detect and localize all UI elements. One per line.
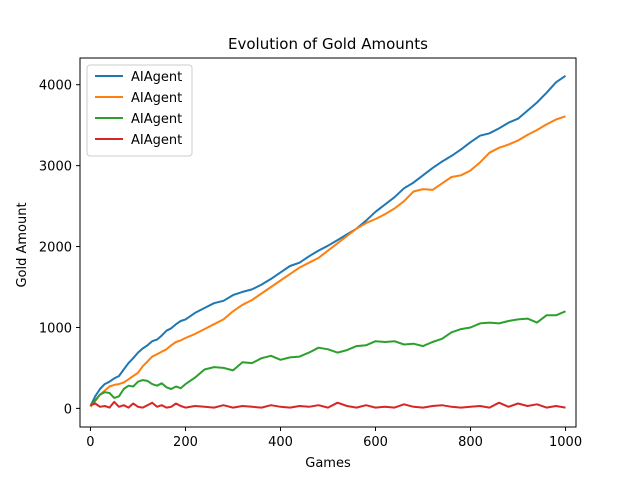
x-tick-label: 400 (268, 435, 293, 450)
x-tick-label: 0 (86, 435, 94, 450)
x-tick-label: 600 (363, 435, 388, 450)
legend-label: AIAgent (131, 112, 182, 127)
x-tick-label: 1000 (549, 435, 582, 450)
y-tick-label: 0 (64, 402, 72, 417)
chart-title: Evolution of Gold Amounts (228, 35, 428, 53)
legend-label: AIAgent (131, 133, 182, 148)
x-tick-label: 800 (458, 435, 483, 450)
series-line-2 (91, 116, 566, 407)
legend: AIAgent AIAgent AIAgent AIAgent (87, 65, 192, 156)
legend-label: AIAgent (131, 70, 182, 85)
series-line-3 (91, 311, 566, 406)
y-axis-title: Gold Amount (15, 202, 30, 287)
y-tick-label: 4000 (39, 79, 72, 94)
series-line-4 (91, 402, 566, 408)
y-tick-label: 1000 (39, 321, 72, 336)
y-tick-label: 2000 (39, 241, 72, 256)
x-tick-label: 200 (173, 435, 198, 450)
legend-label: AIAgent (131, 91, 182, 106)
x-axis-title: Games (305, 456, 351, 471)
y-tick-label: 3000 (39, 160, 72, 175)
